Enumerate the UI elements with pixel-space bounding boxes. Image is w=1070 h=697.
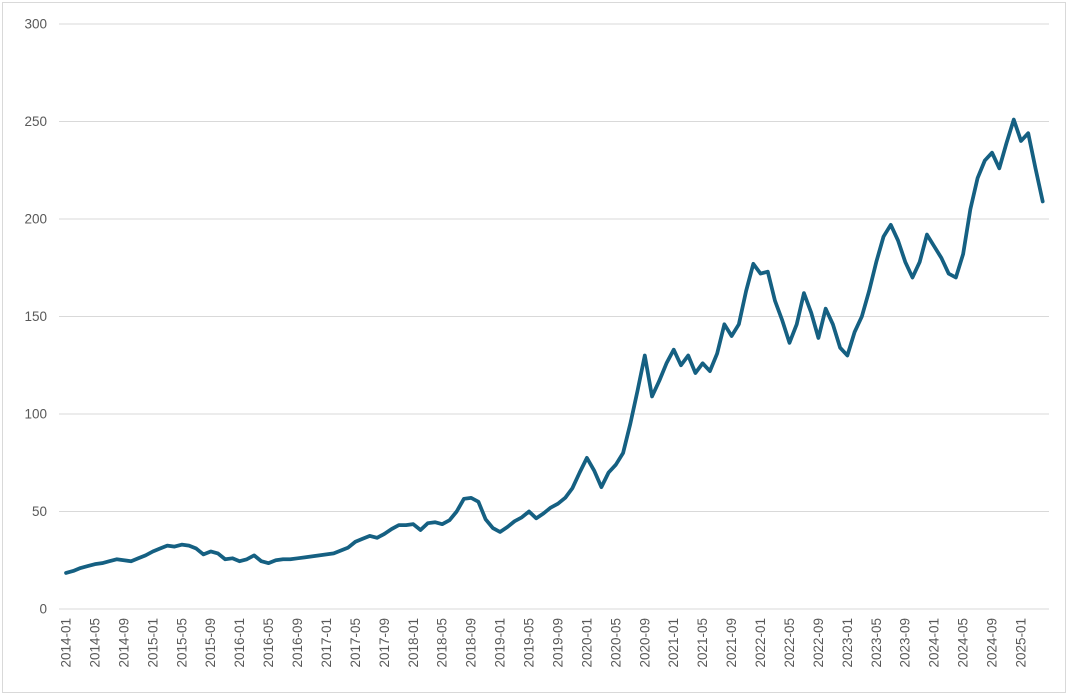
data-line [64,117,1045,575]
x-tick-label: 2022-01 [753,618,768,668]
y-tick-label: 250 [24,114,47,129]
x-tick-label: 2018-05 [435,618,450,668]
x-tick-label: 2024-09 [985,618,1000,668]
x-tick-label: 2022-05 [782,618,797,668]
x-tick-label: 2023-09 [898,618,913,668]
x-tick-label: 2021-09 [724,618,739,668]
y-tick-label: 0 [39,602,47,617]
x-tick-label: 2025-01 [1014,618,1029,668]
y-tick-label: 200 [24,212,47,227]
y-tick-label: 50 [32,504,47,519]
x-tick-label: 2015-01 [145,618,160,668]
x-tick-label: 2023-05 [869,618,884,668]
x-tick-label: 2024-01 [927,618,942,668]
x-tick-label: 2019-01 [493,618,508,668]
y-tick-label: 150 [24,309,47,324]
x-tick-label: 2019-09 [550,618,565,668]
x-tick-label: 2015-09 [203,618,218,668]
x-tick-label: 2020-09 [637,618,652,668]
x-tick-label: 2023-01 [840,618,855,668]
x-tick-label: 2018-01 [406,618,421,668]
x-tick-label: 2019-05 [522,618,537,668]
x-tick-label: 2016-05 [261,618,276,668]
x-tick-label: 2021-05 [695,618,710,668]
x-tick-label: 2016-01 [232,618,247,668]
x-tick-label: 2018-09 [464,618,479,668]
x-tick-label: 2024-05 [956,618,971,668]
x-tick-label: 2020-01 [579,618,594,668]
x-tick-label: 2014-09 [116,618,131,668]
x-tick-label: 2016-09 [290,618,305,668]
x-tick-label: 2014-01 [59,618,74,668]
x-tick-label: 2017-09 [377,618,392,668]
x-tick-label: 2015-05 [174,618,189,668]
x-tick-label: 2017-05 [348,618,363,668]
x-tick-label: 2022-09 [811,618,826,668]
x-tick-label: 2021-01 [666,618,681,668]
x-tick-label: 2017-01 [319,618,334,668]
x-tick-label: 2014-05 [87,618,102,668]
y-tick-label: 100 [24,407,47,422]
x-tick-label: 2020-05 [608,618,623,668]
plot-area: 0 50 100 150 200 250 300 2014-01 2014-05 2014-09 2… [24,17,1049,668]
y-tick-label: 300 [24,17,47,32]
